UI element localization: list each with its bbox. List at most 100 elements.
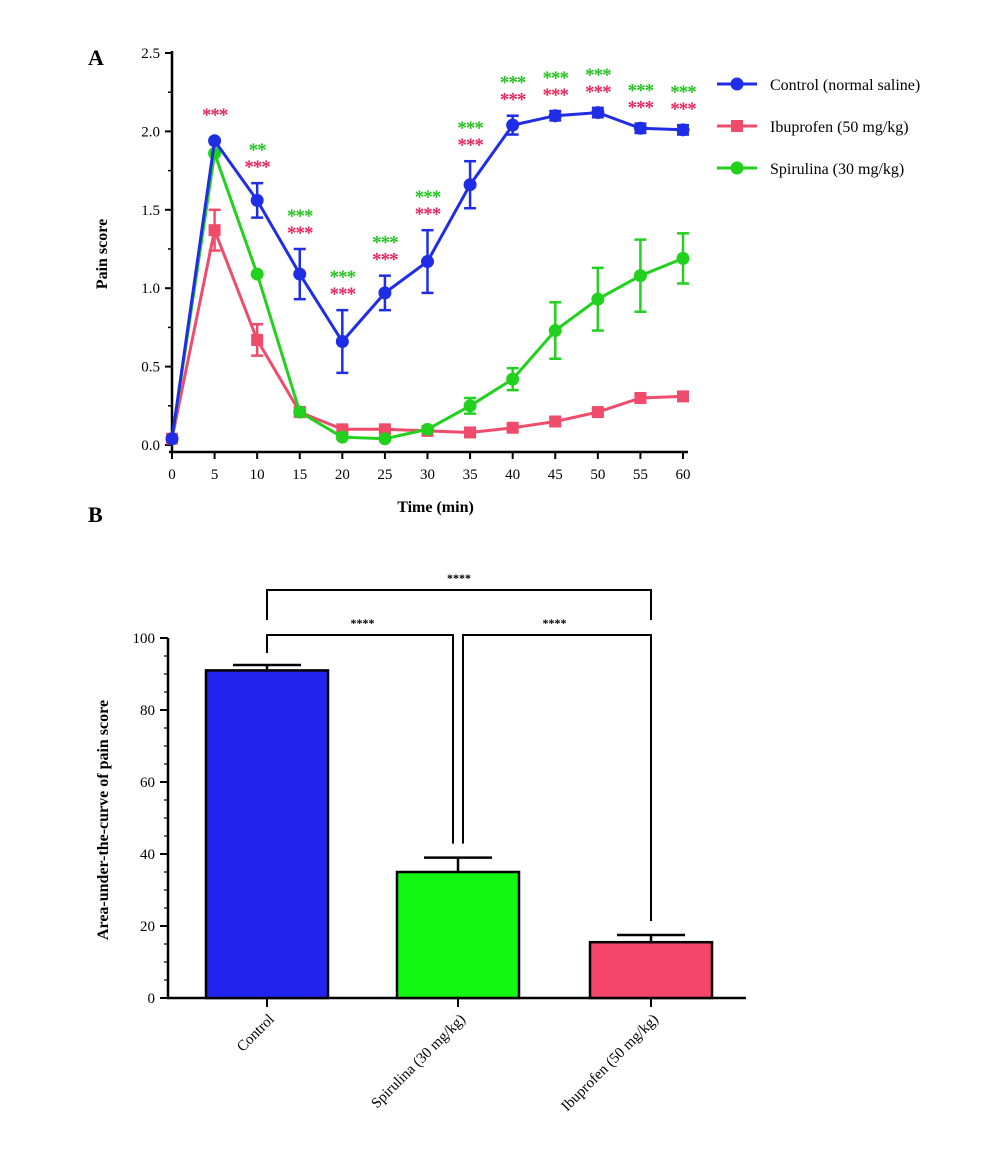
significance-stars: *** <box>244 157 270 178</box>
data-point-control <box>293 267 307 281</box>
x-tick-label: 50 <box>590 467 605 483</box>
y-tick-label: 100 <box>133 631 156 647</box>
data-point-control <box>208 134 222 148</box>
significance-stars: ** <box>249 140 267 161</box>
significance-stars: *** <box>457 118 483 139</box>
significance-stars: *** <box>628 81 654 102</box>
data-point-ibuprofen <box>208 224 221 237</box>
x-tick-label: 0 <box>168 467 176 483</box>
significance-stars: *** <box>372 233 398 254</box>
data-point-control <box>548 109 562 123</box>
legend-label-ibuprofen: Ibuprofen (50 mg/kg) <box>770 119 909 136</box>
significance-stars: *** <box>543 68 569 89</box>
data-point-ibuprofen <box>251 333 264 346</box>
panel-a-letter: A <box>88 45 104 70</box>
comparison-bracket <box>266 589 652 620</box>
x-tick-label: 30 <box>420 467 435 483</box>
y-tick-label: 0.0 <box>141 438 160 454</box>
significance-stars: *** <box>585 65 611 86</box>
data-point-ibuprofen <box>506 421 519 434</box>
y-tick-label: 0 <box>148 991 156 1007</box>
y-tick-label: 80 <box>140 703 155 719</box>
data-point-control <box>378 286 392 300</box>
bar-ibuprofen <box>588 940 714 1000</box>
significance-stars: *** <box>670 99 696 120</box>
legend-marker-control <box>730 77 744 91</box>
significance-stars: *** <box>202 105 228 126</box>
x-tick-label: 25 <box>377 467 392 483</box>
significance-stars: *** <box>500 73 526 94</box>
significance-stars: *** <box>628 98 654 119</box>
comparison-label: **** <box>447 571 471 585</box>
data-point-control <box>676 123 690 137</box>
data-point-ibuprofen <box>378 423 391 436</box>
data-point-spirulina <box>293 405 307 419</box>
data-point-spirulina <box>591 292 605 306</box>
significance-stars: *** <box>330 284 356 305</box>
data-point-spirulina <box>250 267 264 281</box>
y-tick-label: 0.5 <box>141 360 160 376</box>
significance-stars: *** <box>372 250 398 271</box>
bar-spirulina <box>395 870 521 1000</box>
x-tick-label: 5 <box>211 467 219 483</box>
significance-stars: *** <box>287 223 313 244</box>
significance-stars: *** <box>585 82 611 103</box>
significance-stars: *** <box>330 267 356 288</box>
x-axis-label: Time (min) <box>397 499 474 516</box>
bar-control <box>204 669 330 1000</box>
y-axis-label: Area-under-the-curve of pain score <box>95 700 112 940</box>
y-tick-label: 20 <box>140 919 155 935</box>
y-tick-label: 2.5 <box>141 46 160 62</box>
significance-stars: *** <box>457 135 483 156</box>
data-point-control <box>463 178 477 192</box>
data-point-ibuprofen <box>591 406 604 419</box>
data-point-control <box>335 335 349 349</box>
data-point-ibuprofen <box>549 415 562 428</box>
data-point-spirulina <box>633 269 647 283</box>
y-axis-label: Pain score <box>94 219 111 289</box>
line-chart-panel-a: 0.0 0.5 1.0 1.5 2.0 2.5 0 5 10 15 20 25 30 35 40 45 50 55… <box>94 46 920 516</box>
data-point-control <box>591 106 605 120</box>
data-point-control <box>633 121 647 135</box>
data-point-spirulina <box>421 422 434 436</box>
y-tick-label: 60 <box>140 775 155 791</box>
significance-stars: *** <box>543 85 569 106</box>
data-point-spirulina <box>506 372 520 386</box>
x-tick-label: 15 <box>292 467 307 483</box>
significance-stars: *** <box>670 82 696 103</box>
comparison-label: **** <box>543 616 567 630</box>
comparison-label: **** <box>351 616 375 630</box>
legend-marker-spirulina <box>730 161 744 175</box>
data-point-control <box>250 193 264 207</box>
y-tick-label: 1.5 <box>141 203 160 219</box>
significance-stars: *** <box>415 187 441 208</box>
significance-stars: *** <box>500 90 526 111</box>
x-tick-label: 35 <box>463 467 478 483</box>
legend-marker-ibuprofen <box>731 120 743 132</box>
data-point-control <box>421 255 434 269</box>
x-tick-label: 55 <box>633 467 648 483</box>
y-tick-label: 2.0 <box>141 124 160 140</box>
data-point-spirulina <box>463 399 477 413</box>
data-point-spirulina <box>335 430 349 444</box>
data-point-control <box>165 432 179 446</box>
y-tick-label: 1.0 <box>141 281 160 297</box>
x-tick-label: 45 <box>548 467 563 483</box>
x-tick-label: 10 <box>250 467 265 483</box>
data-point-spirulina <box>378 432 392 446</box>
comparison-bracket <box>462 634 652 921</box>
data-point-spirulina <box>676 251 690 265</box>
data-point-ibuprofen <box>634 391 647 404</box>
data-point-control <box>506 118 520 132</box>
significance-stars: *** <box>287 206 313 227</box>
x-tick-label: 40 <box>505 467 520 483</box>
data-point-ibuprofen <box>464 426 477 439</box>
legend-label-control: Control (normal saline) <box>770 77 920 94</box>
y-tick-label: 40 <box>140 847 155 863</box>
data-point-spirulina <box>548 324 562 338</box>
data-point-ibuprofen <box>677 390 689 403</box>
panel-b-letter: B <box>88 502 103 527</box>
significance-stars: *** <box>415 204 441 225</box>
x-tick-label: 60 <box>676 467 691 483</box>
